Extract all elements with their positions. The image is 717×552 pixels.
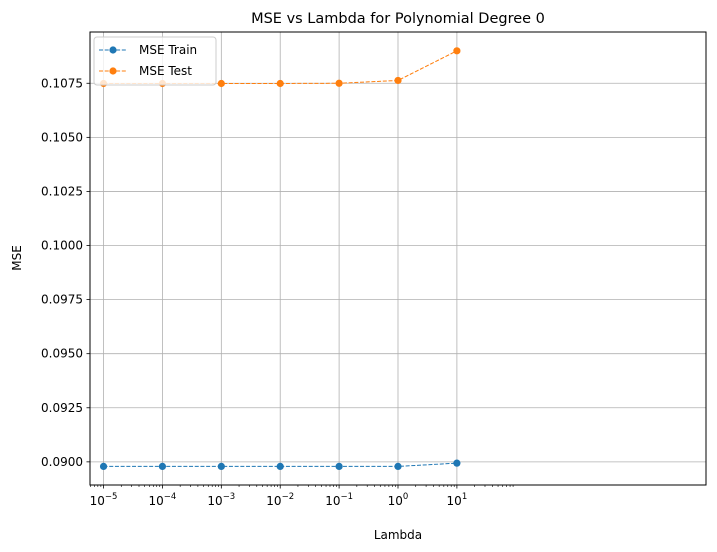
- y-tick-label: 0.1075: [41, 76, 83, 90]
- data-point: [99, 462, 108, 470]
- x-tick-label: 10−4: [149, 492, 177, 508]
- data-point: [276, 79, 284, 88]
- data-point: [394, 462, 402, 470]
- x-tick-label-base: 10: [266, 494, 281, 508]
- x-tick-label-base: 10: [90, 494, 105, 508]
- data-point: [276, 462, 284, 470]
- legend-box: [93, 36, 217, 86]
- y-tick-label: 0.1050: [41, 130, 83, 144]
- chart-title: MSE vs Lambda for Polynomial Degree 0: [251, 11, 545, 27]
- x-tick-label-base: 10: [207, 494, 222, 508]
- x-tick-label-exponent: −4: [164, 492, 177, 502]
- y-tick-label: 0.0950: [41, 347, 83, 361]
- legend: MSE Train MSE Test: [93, 36, 217, 86]
- data-point: [335, 462, 343, 470]
- y-tick-label: 0.1025: [41, 184, 83, 198]
- y-tick-label: 0.0925: [41, 401, 83, 415]
- x-tick-label-base: 10: [325, 494, 340, 508]
- x-tick-label-base: 10: [149, 494, 164, 508]
- x-tick-label-exponent: 1: [462, 492, 467, 502]
- data-point: [217, 462, 225, 470]
- x-tick-label-exponent: −2: [282, 492, 295, 502]
- x-tick-label-base: 10: [447, 494, 462, 508]
- x-tick-label-exponent: −5: [105, 492, 118, 502]
- x-axis: 10−5 10−4 10−3 10−2 10−1 100 101: [90, 485, 514, 508]
- x-tick-label: 10−5: [90, 492, 118, 508]
- grid: [90, 32, 706, 485]
- x-tick-label-exponent: −3: [223, 492, 236, 502]
- x-tick-label: 10−2: [266, 492, 294, 508]
- data-point: [394, 76, 402, 85]
- x-tick-label-base: 10: [388, 494, 403, 508]
- x-tick-label: 101: [447, 492, 468, 508]
- data-point: [217, 79, 225, 88]
- data-point: [453, 459, 461, 467]
- y-tick-label: 0.1000: [41, 239, 83, 253]
- data-point: [335, 79, 343, 87]
- y-tick-label: 0.0975: [41, 293, 83, 307]
- y-axis-title: MSE: [10, 245, 24, 271]
- legend-marker: [109, 67, 117, 75]
- x-tick-label-exponent: −1: [340, 492, 353, 502]
- data-point: [453, 47, 461, 55]
- y-tick-label: 0.0900: [41, 455, 83, 469]
- x-tick-label: 10−1: [325, 492, 353, 508]
- x-tick-label: 10−3: [207, 492, 235, 508]
- x-axis-title: Lambda: [374, 528, 422, 542]
- y-axis: 0.0900 0.0925 0.0950 0.0975 0.1000 0.1025 0.10…: [41, 76, 90, 469]
- legend-label: MSE Test: [139, 64, 192, 78]
- x-tick-label: 100: [388, 492, 409, 508]
- data-point: [158, 462, 167, 470]
- legend-marker: [109, 46, 117, 54]
- legend-label: MSE Train: [139, 43, 197, 57]
- x-tick-label-exponent: 0: [403, 492, 408, 502]
